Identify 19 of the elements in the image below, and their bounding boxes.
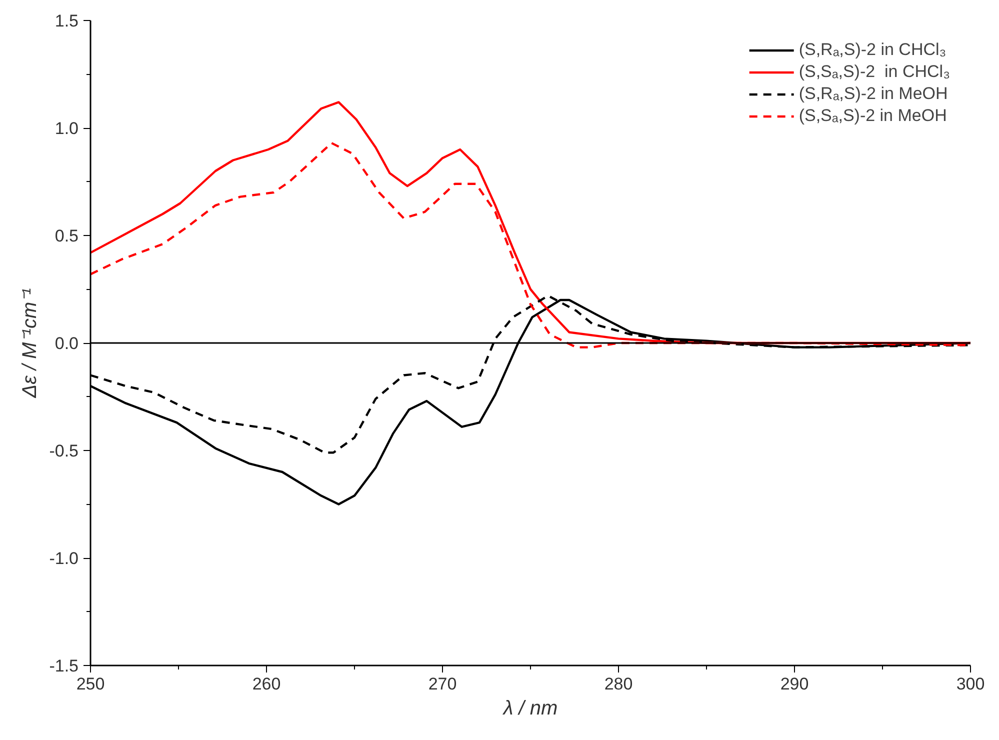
x-tick-label: 290	[780, 674, 809, 694]
y-tick-label: 0.0	[54, 334, 79, 353]
legend-label: (S,Sₐ,S)-2 in MeOH	[798, 106, 947, 126]
x-tick-label: 280	[604, 674, 633, 694]
x-tick-label: 260	[252, 674, 281, 694]
legend-label: (S,Rₐ,S)-2 in MeOH	[798, 84, 948, 104]
y-tick-label: -0.5	[49, 442, 79, 460]
x-axis-title: λ / nm	[502, 698, 558, 720]
y-tick-label: -1.0	[49, 549, 79, 568]
legend-label: (S,Rₐ,S)-2 in CHCl₃	[798, 40, 946, 60]
x-tick-label: 300	[956, 674, 985, 694]
y-axis-title: Δε / M⁻¹cm⁻¹	[19, 288, 42, 399]
x-tick-label: 270	[428, 674, 457, 694]
y-tick-label: 0.5	[54, 226, 79, 246]
y-tick-label: 1.0	[54, 119, 79, 138]
y-tick-label: -1.5	[49, 656, 79, 676]
y-tick-label: 1.5	[54, 12, 79, 30]
legend-label: (S,Sₐ,S)-2 in CHCl₃	[798, 62, 950, 82]
x-tick-label: 250	[76, 674, 105, 694]
